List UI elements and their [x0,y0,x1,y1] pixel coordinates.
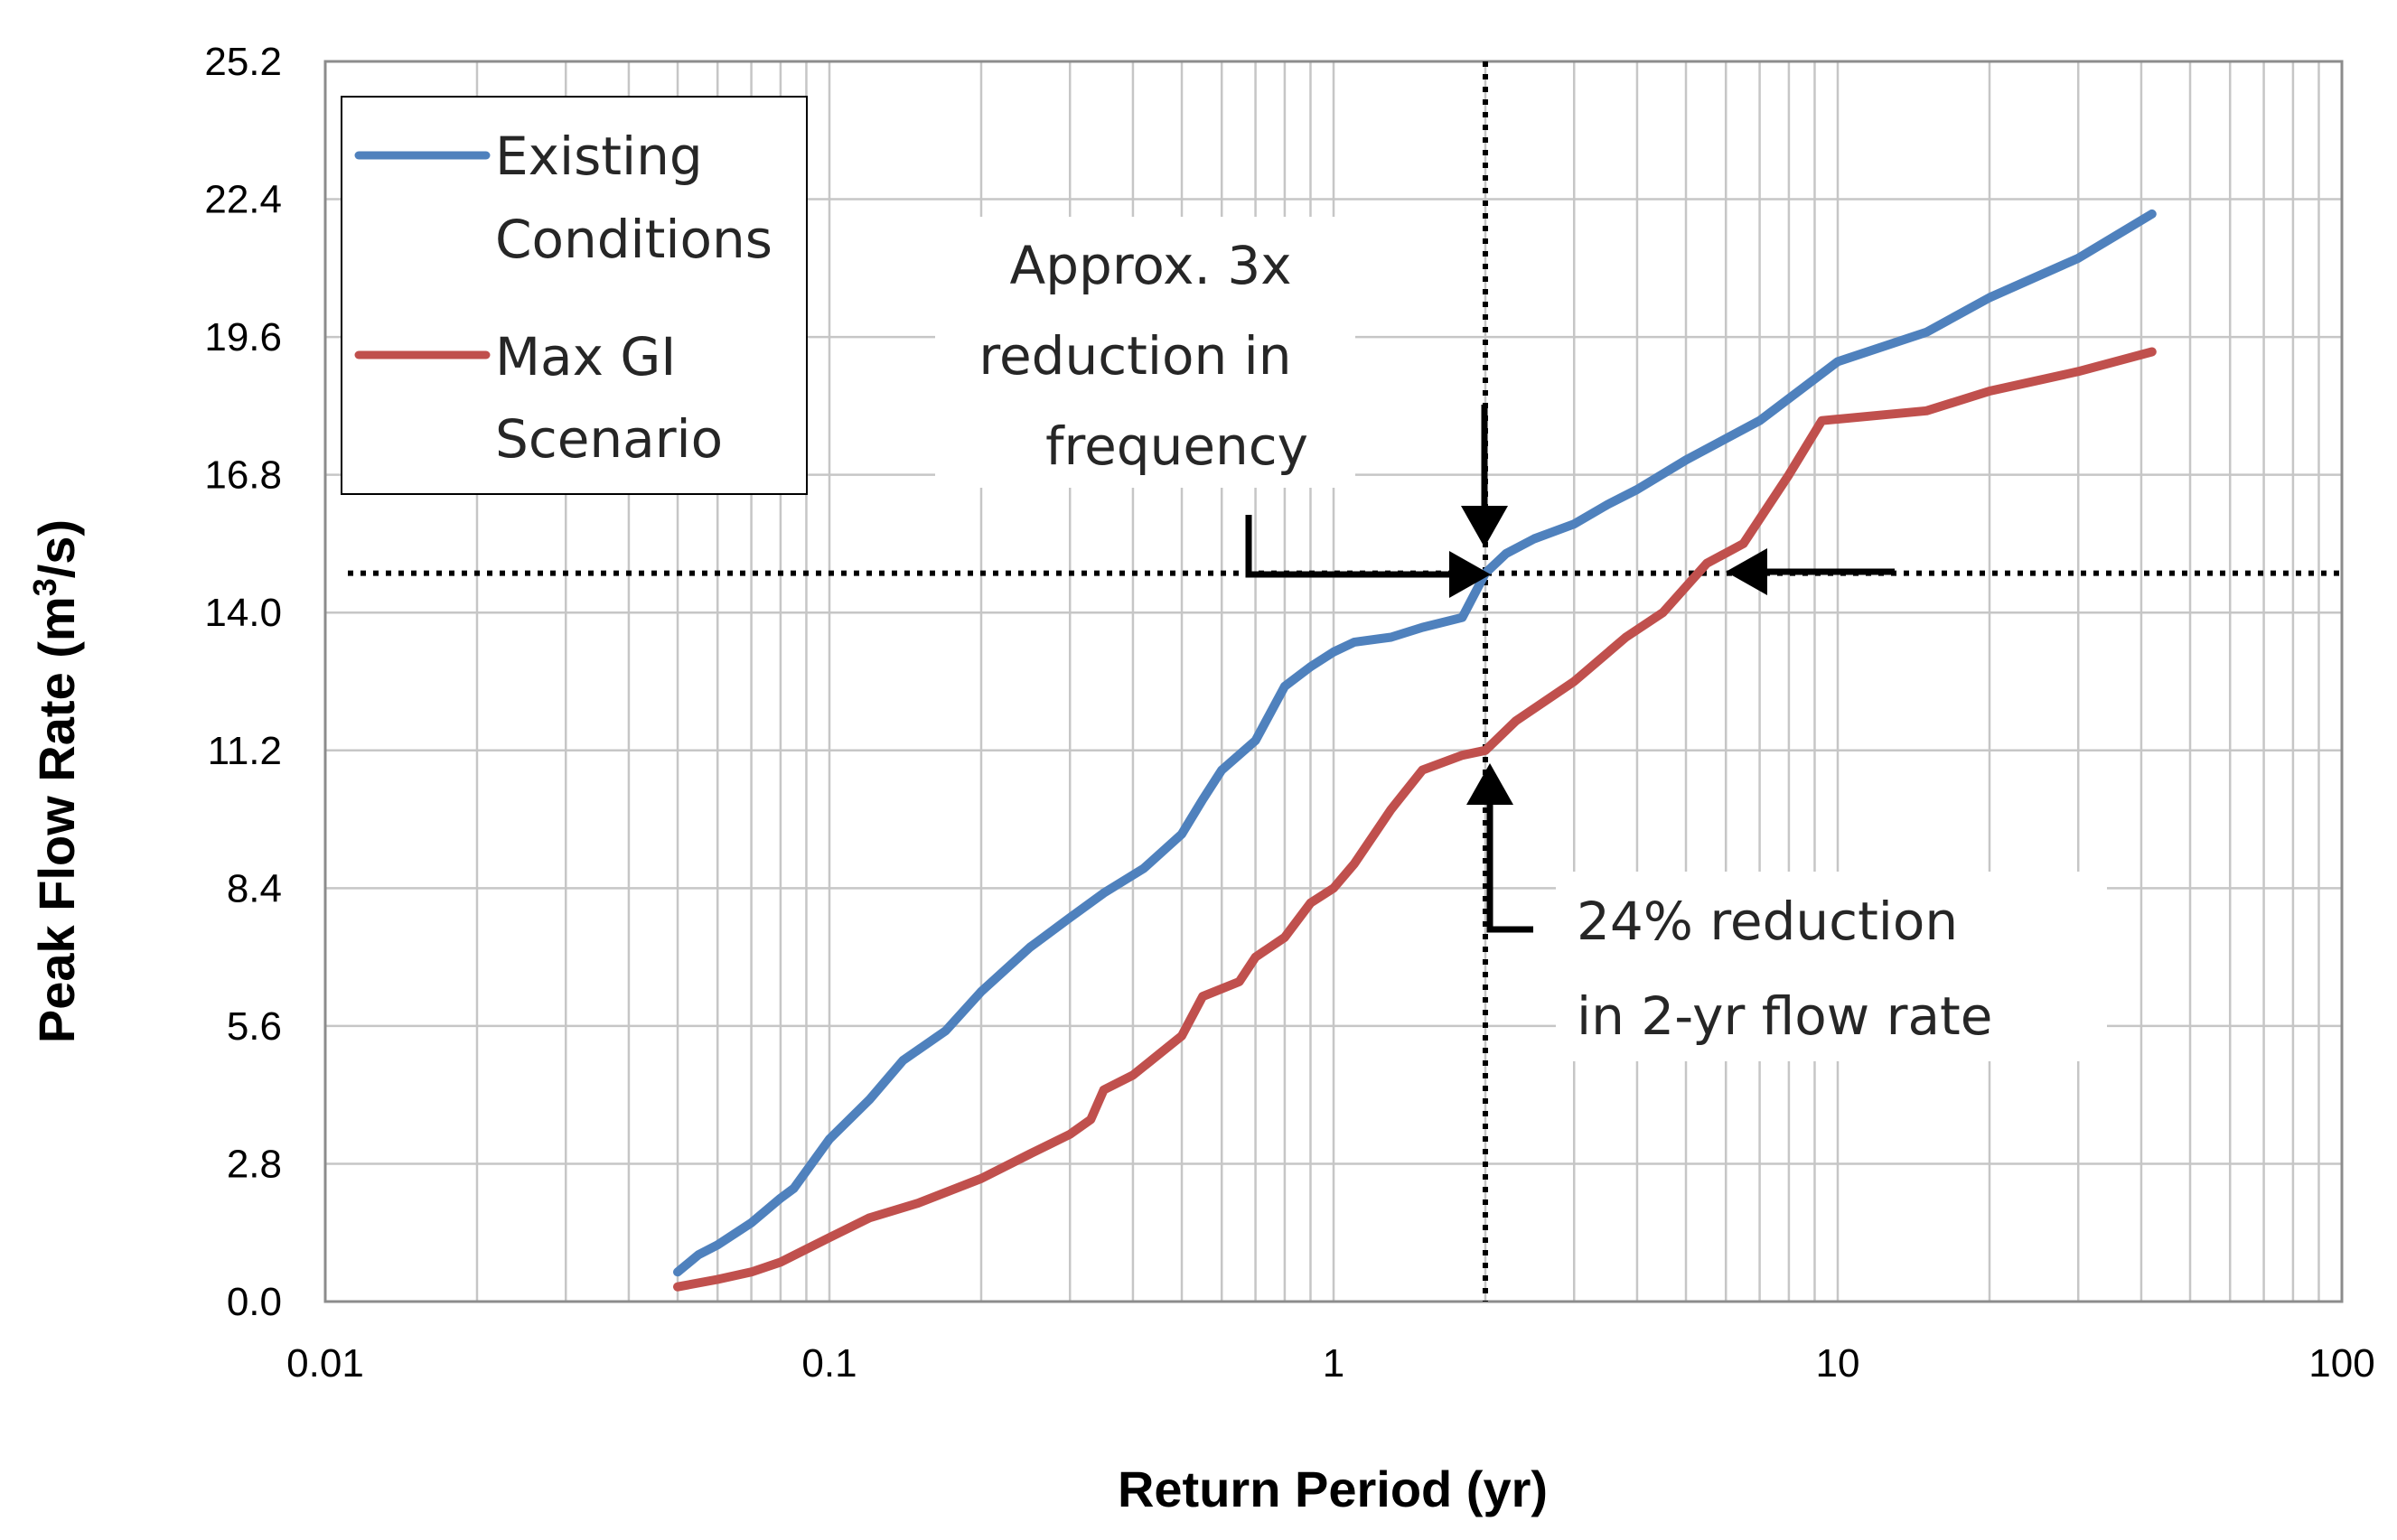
x-tick-label: 100 [2308,1341,2374,1386]
legend-label-maxgi: Max GI Scenario [495,326,723,470]
plot-border [323,60,2344,1303]
legend-box [341,96,808,495]
legend-label-maxgi-line1: Max GI [495,326,676,387]
x-tick-label: 1 [1323,1341,1344,1386]
y-axis-title-main: Peak Flow Rate (m [28,596,85,1043]
y-tick-label: 25.2 [204,40,282,84]
y-tick-label: 0.0 [227,1280,282,1324]
series-line-max-gi-scenario [673,347,2157,1292]
legend-label-existing: Existing Conditions [495,126,772,270]
annotation-arrows [1245,405,1895,933]
arrow-down-head [1461,506,1508,547]
series-line-existing-conditions [673,209,2157,1277]
plot-area [323,60,2344,1303]
arrow-up-shaft [1486,800,1533,933]
x-tick-label: 0.1 [801,1341,857,1386]
annotation-frequency-text: Approx. 3x reduction in frequency [978,235,1308,477]
annotation-flow-rate-bg [1556,872,2107,1061]
legend-label-existing-line1: Existing [495,126,703,187]
annotation-flow-rate-line2: in 2-yr flow rate [1577,985,1992,1047]
y-tick-label: 22.4 [204,178,282,222]
annotation-frequency-bg [935,217,1355,488]
arrow-frequency-shaft [1245,515,1456,578]
y-axis-title: Peak Flow Rate (m3/s) [26,519,85,1043]
y-axis-tick-labels: 0.0 2.8 5.6 8.4 11.2 14.0 16.8 19.6 22.4 25.2 [204,40,282,1324]
annotation-flow-rate-line1: 24% reduction [1577,891,1958,952]
series-group [673,209,2157,1292]
y-tick-label: 8.4 [227,866,282,910]
x-tick-label: 10 [1816,1341,1860,1386]
annotation-frequency: Approx. 3x reduction in frequency [935,217,1355,488]
y-tick-label: 14.0 [204,591,282,635]
x-axis-tick-labels: 0.01 0.1 1 10 100 [286,1341,2375,1386]
reference-lines [348,61,2342,1302]
annotation-flow-rate: 24% reduction in 2-yr flow rate [1556,872,2107,1061]
y-axis-title-tail: /s) [28,519,85,578]
y-tick-label: 19.6 [204,315,282,359]
legend: Existing Conditions Max GI Scenario [341,96,808,495]
annotation-frequency-line2: reduction in [978,325,1291,387]
y-tick-label: 16.8 [204,453,282,498]
y-tick-label: 11.2 [208,729,282,773]
annotation-frequency-line1: Approx. 3x [1010,235,1292,296]
arrow-up-head [1466,763,1513,805]
x-tick-label: 0.01 [286,1341,364,1386]
annotation-flow-rate-text: 24% reduction in 2-yr flow rate [1577,891,1992,1047]
legend-label-maxgi-line2: Scenario [495,408,723,470]
x-axis-title: Return Period (yr) [1118,1461,1548,1517]
y-tick-label: 5.6 [227,1004,282,1049]
legend-label-existing-line2: Conditions [495,209,772,270]
arrow-left-head [1726,548,1767,595]
y-tick-label: 2.8 [227,1142,282,1186]
y-axis-title-superscript: 3 [26,578,63,596]
arrow-frequency-head [1449,551,1491,598]
annotation-frequency-line3: frequency [1045,415,1308,477]
